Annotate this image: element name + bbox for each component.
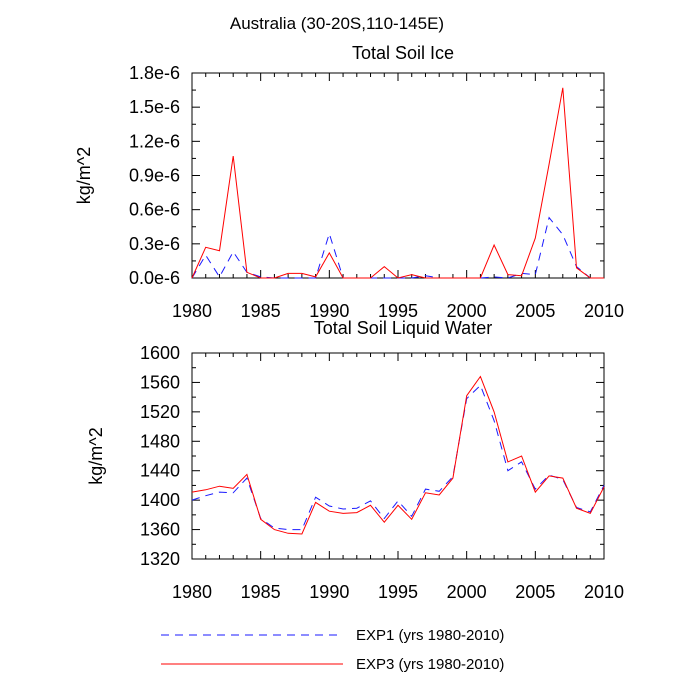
plot-frame (191, 72, 605, 279)
x-tick-label: 1985 (241, 301, 281, 321)
y-tick-label: 0.6e-6 (129, 200, 180, 220)
y-tick-label: 1560 (140, 372, 180, 392)
y-tick-label: 0.9e-6 (129, 166, 180, 186)
series-line-exp3 (191, 375, 605, 535)
y-axis-label: kg/m^2 (74, 147, 94, 204)
legend-label-exp1: EXP1 (yrs 1980-2010) (356, 627, 504, 644)
panel-title: Total Soil Ice (352, 43, 454, 63)
series-line-exp1 (191, 216, 604, 279)
x-tick-label: 1980 (172, 582, 212, 602)
y-tick-label: 1.2e-6 (129, 131, 180, 151)
y-tick-label: 1480 (140, 431, 180, 451)
panel-total-soil-ice: Total Soil Ice 1980 1985 1990 1995 2000 2005 20… (74, 43, 624, 321)
y-tick-label: 1.5e-6 (129, 97, 180, 117)
x-tick-label: 2000 (447, 301, 487, 321)
x-tick-label: 1985 (241, 582, 281, 602)
y-tick-label: 1600 (140, 343, 180, 363)
y-tick-label: 1.8e-6 (129, 63, 180, 83)
x-tick-label: 1995 (378, 301, 418, 321)
x-tick-label: 1995 (378, 582, 418, 602)
x-tick-label: 2005 (515, 582, 555, 602)
panel-total-soil-liquid-water: Total Soil Liquid Water 1980 1985 1990 1995 2… (86, 318, 624, 602)
x-tick-label: 2000 (447, 582, 487, 602)
y-tick-label: 0.3e-6 (129, 234, 180, 254)
plot-frame (191, 352, 605, 560)
panel-title: Total Soil Liquid Water (314, 318, 492, 338)
y-tick-label: 1440 (140, 461, 180, 481)
figure-suptitle: Australia (30-20S,110-145E) (230, 14, 444, 33)
series-line-exp1 (191, 384, 605, 531)
y-tick-label: 1400 (140, 490, 180, 510)
x-tick-label: 1980 (172, 301, 212, 321)
y-tick-label: 1520 (140, 402, 180, 422)
y-axis-label: kg/m^2 (86, 427, 106, 484)
x-tick-label: 2005 (515, 301, 555, 321)
x-tick-label: 1990 (309, 582, 349, 602)
legend: EXP1 (yrs 1980-2010) EXP3 (yrs 1980-2010… (161, 627, 504, 673)
y-tick-label: 1320 (140, 549, 180, 569)
x-tick-label: 1990 (309, 301, 349, 321)
x-tick-label: 2010 (584, 582, 624, 602)
x-tick-label: 2010 (584, 301, 624, 321)
series-line-exp3 (191, 87, 604, 279)
y-tick-label: 1360 (140, 520, 180, 540)
legend-label-exp3: EXP3 (yrs 1980-2010) (356, 656, 504, 673)
y-tick-label: 0.0e-6 (129, 268, 180, 288)
